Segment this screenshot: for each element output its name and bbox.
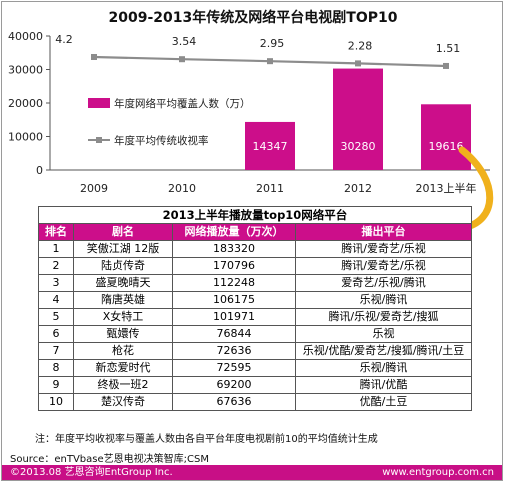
y-tick-label: 0 <box>36 164 43 177</box>
header-platform: 播出平台 <box>295 223 472 241</box>
cell-platform: 乐视 <box>295 325 472 343</box>
y-tick-label: 30000 <box>8 64 43 77</box>
chart-title: 2009-2013年传统及网络平台电视剧TOP10 <box>109 9 398 26</box>
cell-plays: 106175 <box>172 291 296 309</box>
footnote: 注：年度平均收视率与覆盖人数由各自平台年度电视剧前10的平均值统计生成 <box>35 434 378 445</box>
cell-platform: 腾讯/爱奇艺/乐视 <box>295 240 472 258</box>
footer-copyright: ©2013.08 艺恩咨询EntGroup Inc. <box>10 467 173 478</box>
x-tick-label: 2013上半年 <box>416 181 477 195</box>
cell-title: X女特工 <box>73 308 173 326</box>
cell-platform: 优酷/土豆 <box>295 393 472 411</box>
bar <box>421 104 471 170</box>
cell-plays: 72595 <box>172 359 296 377</box>
header-rank: 排名 <box>38 223 74 241</box>
cell-title: 甄嬛传 <box>73 325 173 343</box>
source-text: Source：enTVbase艺恩电视决策智库;CSM <box>10 454 209 465</box>
x-tick-label: 2011 <box>256 182 284 195</box>
cell-plays: 69200 <box>172 376 296 394</box>
cell-title: 隋唐英雄 <box>73 291 173 309</box>
cell-plays: 112248 <box>172 274 296 292</box>
table-title: 2013上半年播放量top10网络平台 <box>38 206 472 224</box>
cell-platform: 乐视/腾讯 <box>295 291 472 309</box>
table-row: 2 陆贞传奇 170796 腾讯/爱奇艺/乐视 <box>38 257 472 275</box>
rating-point <box>267 58 273 65</box>
cell-plays: 170796 <box>172 257 296 275</box>
y-tick-label: 10000 <box>8 131 43 144</box>
footer-url: www.entgroup.com.cn <box>382 467 494 478</box>
legend-marker-line <box>96 137 102 143</box>
rating-value-label: 4.2 <box>55 33 73 46</box>
rating-point <box>179 56 185 63</box>
cell-platform: 乐视/腾讯 <box>295 359 472 377</box>
cell-title: 陆贞传奇 <box>73 257 173 275</box>
x-tick-label: 2009 <box>80 182 108 195</box>
cell-title: 新恋爱时代 <box>73 359 173 377</box>
cell-rank: 10 <box>38 393 74 411</box>
x-tick-label: 2012 <box>344 182 372 195</box>
header-title: 剧名 <box>73 223 173 241</box>
table-title-row: 2013上半年播放量top10网络平台 <box>38 206 472 224</box>
cell-title: 笑傲江湖 12版 <box>73 240 173 258</box>
cell-plays: 72636 <box>172 342 296 360</box>
table-row: 5 X女特工 101971 腾讯/乐视/爱奇艺/搜狐 <box>38 308 472 326</box>
cell-rank: 8 <box>38 359 74 377</box>
cell-rank: 5 <box>38 308 74 326</box>
cell-plays: 183320 <box>172 240 296 258</box>
cell-title: 终极一班2 <box>73 376 173 394</box>
cell-rank: 6 <box>38 325 74 343</box>
cell-plays: 67636 <box>172 393 296 411</box>
cell-rank: 4 <box>38 291 74 309</box>
cell-title: 盛夏晚晴天 <box>73 274 173 292</box>
y-tick-label: 40000 <box>8 30 43 43</box>
table-row: 3 盛夏晚晴天 112248 爱奇艺/乐视/腾讯 <box>38 274 472 292</box>
table-row: 1 笑傲江湖 12版 183320 腾讯/爱奇艺/乐视 <box>38 240 472 258</box>
top10-table: 2013上半年播放量top10网络平台 排名 剧名 网络播放量（万次） 播出平台… <box>38 206 472 411</box>
table-row: 8 新恋爱时代 72595 乐视/腾讯 <box>38 359 472 377</box>
cell-title: 枪花 <box>73 342 173 360</box>
cell-rank: 3 <box>38 274 74 292</box>
legend-label-bar: 年度网络平均覆盖人数（万） <box>114 97 251 110</box>
cell-rank: 1 <box>38 240 74 258</box>
bar <box>245 121 295 170</box>
cell-title: 楚汉传奇 <box>73 393 173 411</box>
cell-rank: 2 <box>38 257 74 275</box>
cell-platform: 爱奇艺/乐视/腾讯 <box>295 274 472 292</box>
table-header-row: 排名 剧名 网络播放量（万次） 播出平台 <box>38 223 472 241</box>
rating-value-label: 2.95 <box>260 37 285 50</box>
rating-point <box>355 60 361 67</box>
rating-point <box>91 54 97 60</box>
table-row: 10 楚汉传奇 67636 优酷/土豆 <box>38 393 472 411</box>
cell-rank: 9 <box>38 376 74 394</box>
table-row: 9 终极一班2 69200 腾讯/优酷 <box>38 376 472 394</box>
rating-value-label: 3.54 <box>172 35 197 48</box>
legend-label-line: 年度平均传统收视率 <box>114 134 209 147</box>
cell-platform: 腾讯/爱奇艺/乐视 <box>295 257 472 275</box>
x-tick-label: 2010 <box>168 182 196 195</box>
bar <box>333 68 383 170</box>
rating-value-label: 2.28 <box>348 39 373 52</box>
cell-platform: 乐视/优酷/爱奇艺/搜狐/腾讯/土豆 <box>295 342 472 360</box>
cell-platform: 腾讯/优酷 <box>295 376 472 394</box>
footer-bar: ©2013.08 艺恩咨询EntGroup Inc. www.entgroup.… <box>2 465 502 480</box>
legend-swatch-bar <box>88 98 110 108</box>
table-row: 4 隋唐英雄 106175 乐视/腾讯 <box>38 291 472 309</box>
bar-value-label: 19616 <box>429 140 464 153</box>
header-plays: 网络播放量（万次） <box>172 223 296 241</box>
cell-platform: 腾讯/乐视/爱奇艺/搜狐 <box>295 308 472 326</box>
curved-arrow <box>458 146 494 232</box>
table-row: 7 枪花 72636 乐视/优酷/爱奇艺/搜狐/腾讯/土豆 <box>38 342 472 360</box>
rating-point <box>443 62 449 69</box>
cell-plays: 101971 <box>172 308 296 326</box>
rating-value-label: 1.51 <box>436 42 461 55</box>
bar-value-label: 30280 <box>341 140 376 153</box>
cell-rank: 7 <box>38 342 74 360</box>
y-tick-label: 20000 <box>8 97 43 110</box>
bar-value-label: 14347 <box>253 140 288 153</box>
table-row: 6 甄嬛传 76844 乐视 <box>38 325 472 343</box>
cell-plays: 76844 <box>172 325 296 343</box>
